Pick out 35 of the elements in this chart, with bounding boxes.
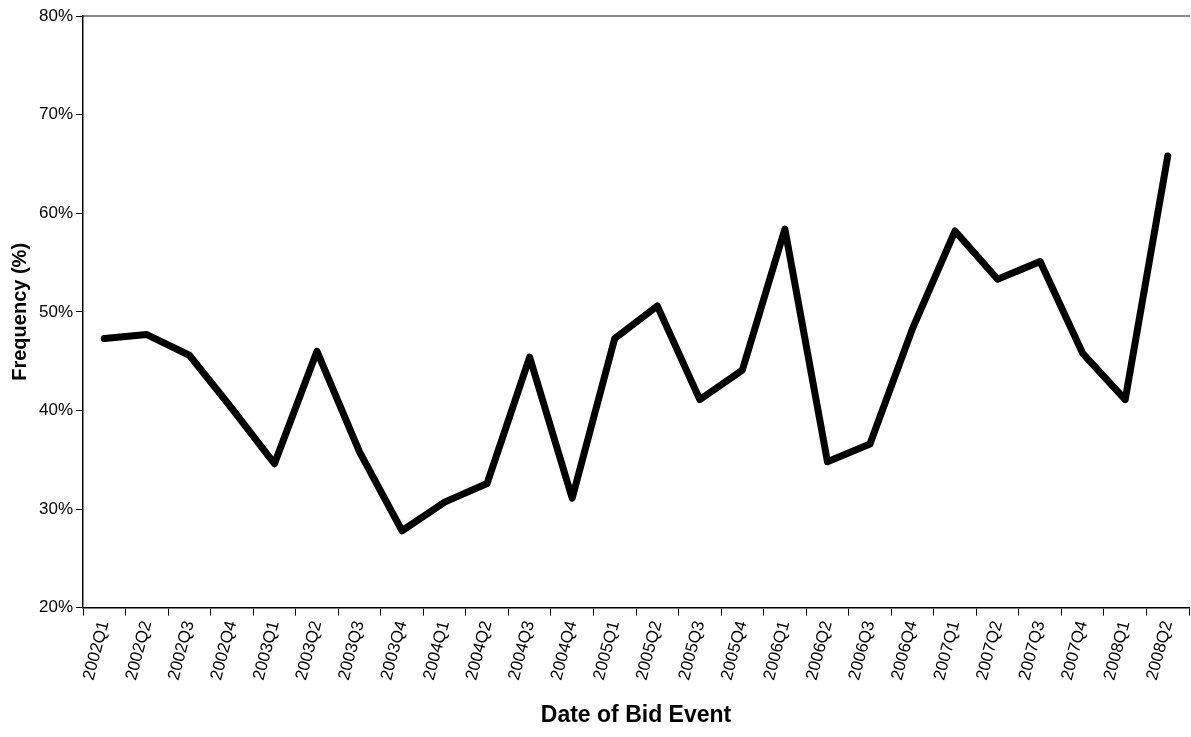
x-axis-title: Date of Bid Event [540, 700, 732, 727]
x-tick-label: 2007Q1 [929, 618, 964, 683]
x-tick-label: 2002Q4 [206, 618, 241, 683]
x-tick-label: 2002Q1 [78, 618, 113, 683]
x-tick-label: 2003Q2 [291, 618, 326, 683]
y-tick-label: 30% [38, 498, 74, 518]
y-tick-label: 70% [38, 104, 74, 124]
x-tick-label: 2005Q1 [589, 618, 624, 683]
x-tick-label: 2006Q1 [759, 618, 794, 683]
y-tick-label: 50% [38, 301, 74, 321]
y-tick-label: 40% [38, 400, 74, 420]
x-tick-label: 2004Q3 [504, 618, 539, 683]
x-tick-label: 2005Q4 [716, 618, 751, 683]
x-tick-label: 2007Q2 [971, 618, 1006, 683]
y-tick-label: 20% [38, 597, 74, 617]
x-tick-label: 2003Q4 [376, 618, 411, 683]
x-tick-label: 2003Q1 [248, 618, 283, 683]
x-tick-label: 2002Q3 [163, 618, 198, 683]
x-tick-label: 2008Q2 [1142, 618, 1177, 683]
y-axis-title: Frequency (%) [7, 242, 30, 381]
x-tick-label: 2006Q4 [886, 618, 921, 683]
x-tick-label: 2008Q1 [1099, 618, 1134, 683]
y-tick-label: 60% [38, 202, 74, 222]
x-tick-label: 2004Q4 [546, 618, 581, 683]
x-tick-label: 2006Q3 [844, 618, 879, 683]
x-tick-label: 2004Q2 [461, 618, 496, 683]
x-tick-label: 2002Q2 [121, 618, 156, 683]
y-tick-label: 80% [38, 5, 74, 25]
x-tick-label: 2003Q3 [333, 618, 368, 683]
x-tick-label: 2007Q4 [1057, 618, 1092, 683]
x-tick-label: 2006Q2 [801, 618, 836, 683]
x-tick-label: 2005Q3 [674, 618, 709, 683]
x-tick-label: 2004Q1 [418, 618, 453, 683]
x-tick-label: 2007Q3 [1014, 618, 1049, 683]
x-tick-label: 2005Q2 [631, 618, 666, 683]
